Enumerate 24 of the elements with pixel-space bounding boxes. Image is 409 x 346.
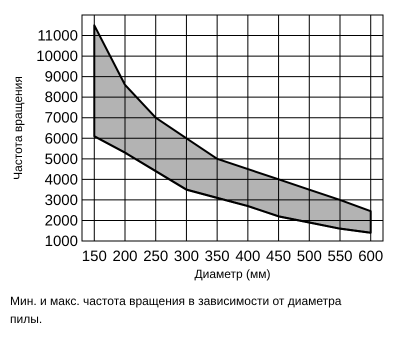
x-tick-label: 150 [82,248,107,265]
x-tick-label: 400 [235,248,260,265]
text: Мин. и макс. частота вращения в зависимости от диаметра пилы. [10,293,342,328]
y-tick-label: 11000 [37,28,78,45]
y-tick-label: 1000 [44,233,78,250]
y-tick-label: 6000 [44,130,78,148]
y-tick-label: 8000 [44,89,78,106]
x-tick-label: 500 [296,248,322,265]
x-axis-title: Диаметр (мм) [194,267,271,281]
x-tick-label: 600 [358,248,384,265]
x-tick-label: 350 [204,248,230,265]
x-tick-label: 550 [327,248,353,265]
x-tick-label: 250 [143,248,168,265]
y-tick-label: 9000 [44,68,78,86]
y-tick-label: 5000 [44,150,78,168]
x-tick-label: 450 [266,248,292,265]
y-axis-title: Частота вращения [11,76,25,180]
y-tick-label: 4000 [44,171,78,188]
x-tick-label: 300 [174,248,199,265]
y-tick-label: 7000 [44,110,78,127]
y-tick-label: 10000 [36,48,78,66]
y-tick-label: 3000 [44,192,78,209]
x-tick-label: 200 [112,248,138,265]
y-tick-label: 2000 [44,212,78,230]
